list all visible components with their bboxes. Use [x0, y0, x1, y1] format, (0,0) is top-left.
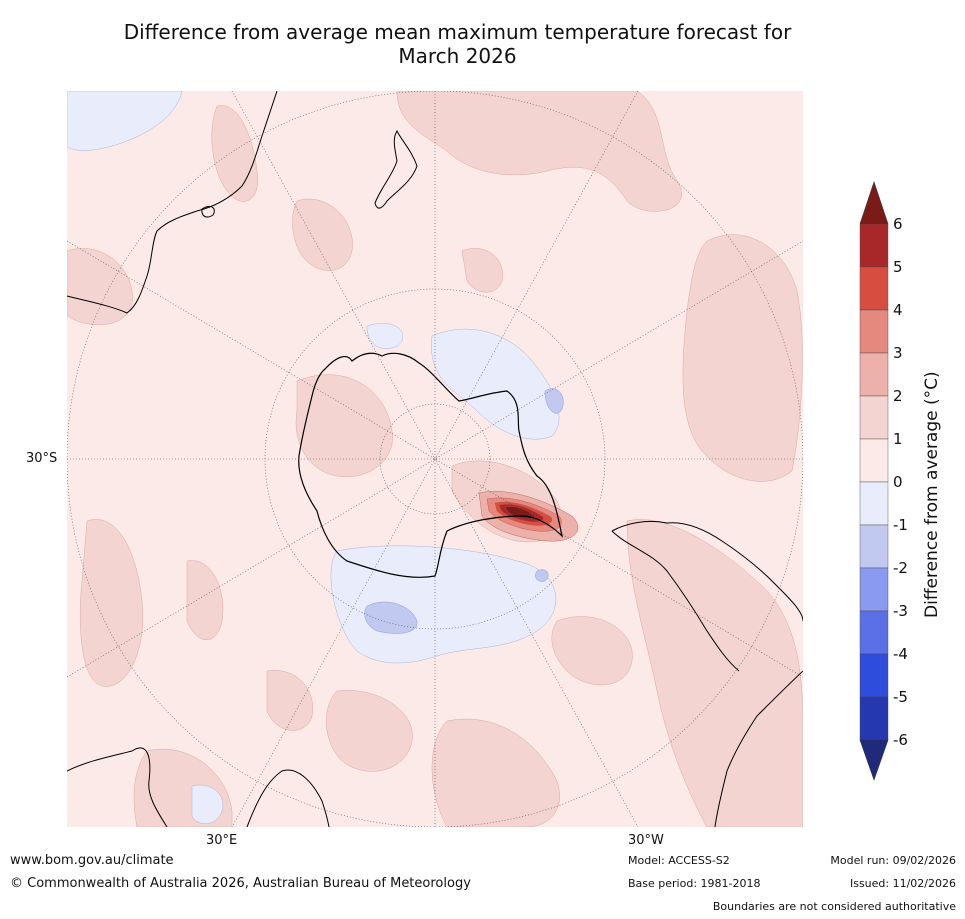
- anomaly-neg-0-1-regions: [67, 91, 560, 824]
- footer-base-period: Base period: 1981-2018: [628, 877, 761, 890]
- colorbar-tick-label: -1: [893, 516, 908, 534]
- map-frame[interactable]: [67, 91, 803, 827]
- colorbar-steps: [859, 223, 889, 741]
- africa-coastline: [67, 747, 330, 827]
- colorbar-step: [859, 438, 889, 483]
- colorbar-step: [859, 567, 889, 612]
- footer-issued: Issued: 11/02/2026: [849, 877, 956, 890]
- latitude-label-30s: 30°S: [26, 451, 58, 466]
- anomaly-neg-1-2-regions: [364, 388, 564, 634]
- colorbar-step: [859, 266, 889, 311]
- longitude-label-30e: 30°E: [206, 833, 238, 848]
- footer-model: Model: ACCESS-S2: [628, 854, 730, 867]
- colorbar-tick-label: 4: [893, 301, 903, 319]
- colorbar-step: [859, 653, 889, 698]
- colorbar-tick-label: 0: [893, 473, 903, 491]
- colorbar-tick-label: -5: [893, 688, 908, 706]
- colorbar-tick-label: -4: [893, 645, 908, 663]
- colorbar-step: [859, 610, 889, 655]
- colorbar-label: Difference from average (°C): [922, 371, 942, 618]
- colorbar-step: [859, 309, 889, 354]
- footer-copyright: © Commonwealth of Australia 2026, Austra…: [10, 876, 471, 891]
- forecast-map[interactable]: [67, 91, 803, 827]
- colorbar-tick-label: 2: [893, 387, 903, 405]
- colorbar-tick-label: -3: [893, 602, 908, 620]
- colorbar: 6 5 4 3 2 1 0 -1 -2 -3 -4 -5 -6: [850, 180, 960, 790]
- colorbar-step: [859, 352, 889, 397]
- colorbar-step: [859, 395, 889, 440]
- footer-disclaimer: Boundaries are not considered authoritat…: [712, 900, 956, 913]
- colorbar-tick-label: 1: [893, 430, 903, 448]
- map-title: Difference from average mean maximum tem…: [60, 20, 855, 68]
- colorbar-step: [859, 696, 889, 741]
- colorbar-tick-label: -2: [893, 559, 908, 577]
- colorbar-step: [859, 524, 889, 569]
- colorbar-over-arrow: [859, 181, 889, 225]
- colorbar-tick-label: 6: [893, 215, 903, 233]
- footer-model-run: Model run: 09/02/2026: [830, 854, 956, 867]
- title-line-1: Difference from average mean maximum tem…: [123, 20, 792, 44]
- colorbar-step: [859, 223, 889, 268]
- antarctica-coastline: [298, 352, 563, 578]
- colorbar-tick-label: -6: [893, 731, 908, 749]
- colorbar-under-arrow: [859, 739, 889, 781]
- colorbar-tick-label: 3: [893, 344, 903, 362]
- australia-coastline: [67, 91, 278, 314]
- colorbar-tick-label: 5: [893, 258, 903, 276]
- anomaly-1-2-regions: [67, 91, 803, 827]
- footer-website[interactable]: www.bom.gov.au/climate: [10, 853, 174, 868]
- new-zealand-coastline: [374, 129, 418, 209]
- longitude-label-30w: 30°W: [628, 833, 664, 848]
- south-america-coastline: [611, 520, 803, 827]
- colorbar-step: [859, 481, 889, 526]
- colorbar-graphic: [859, 181, 889, 781]
- title-line-2: March 2026: [398, 44, 517, 68]
- graticule: [67, 91, 803, 827]
- tasmania-coastline: [201, 206, 215, 218]
